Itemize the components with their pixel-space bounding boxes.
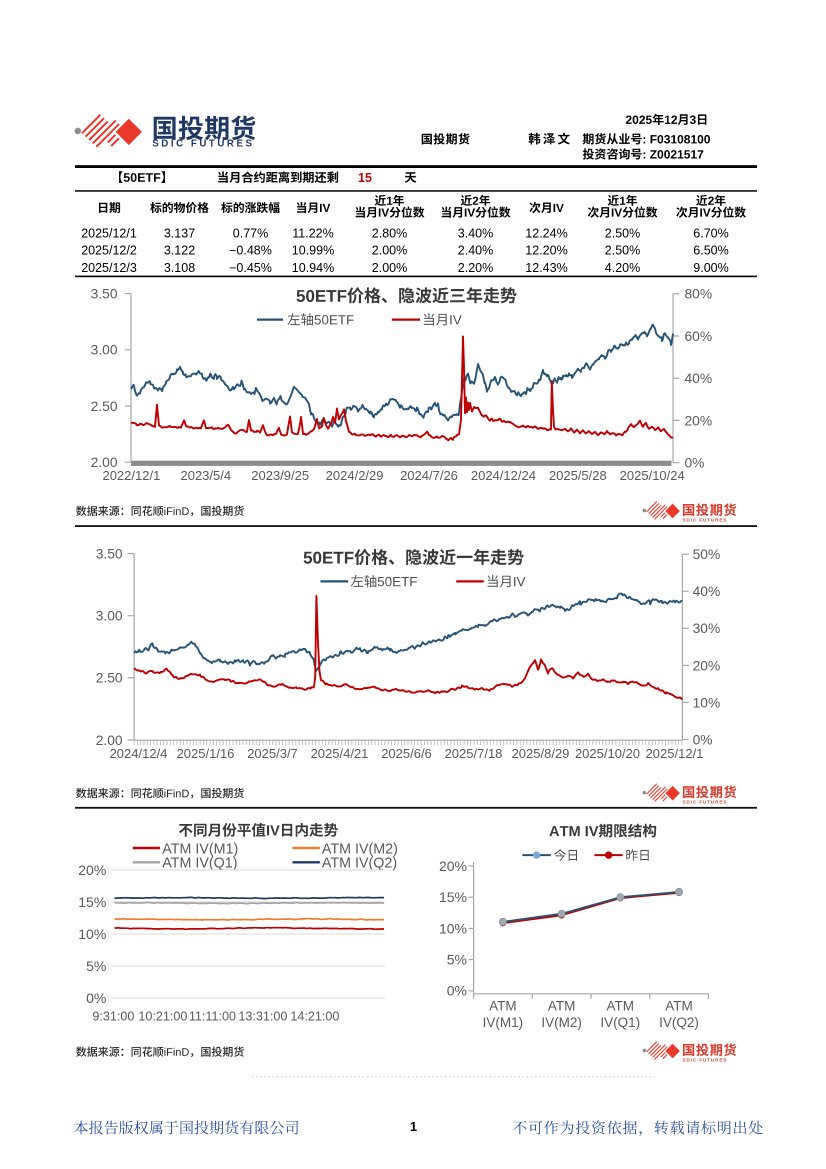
svg-text:2.50: 2.50 — [96, 671, 123, 686]
svg-text:2024/7/26: 2024/7/26 — [400, 468, 458, 483]
svg-text:2025/4/21: 2025/4/21 — [311, 746, 369, 761]
svg-text:2025/12/3: 2025/12/3 — [81, 261, 137, 275]
svg-text:2.20%: 2.20% — [458, 261, 493, 275]
svg-text:2025/10/24: 2025/10/24 — [620, 468, 685, 483]
svg-text:1: 1 — [410, 1119, 417, 1134]
svg-text:10.99%: 10.99% — [292, 244, 334, 258]
svg-text:ATM IV(Q2): ATM IV(Q2) — [322, 856, 397, 872]
svg-text:ATM IV(Q1): ATM IV(Q1) — [162, 856, 237, 872]
svg-text:20%: 20% — [439, 858, 467, 874]
svg-text:0%: 0% — [86, 990, 106, 1006]
svg-text:14:21:00: 14:21:00 — [290, 1009, 339, 1023]
svg-text:ATM: ATM — [607, 998, 635, 1013]
svg-text:IV(M2): IV(M2) — [541, 1015, 582, 1030]
svg-text:6.50%: 6.50% — [693, 244, 728, 258]
svg-text:2025/7/18: 2025/7/18 — [445, 746, 503, 761]
svg-text:20%: 20% — [78, 862, 106, 878]
svg-text:15: 15 — [358, 171, 372, 185]
svg-text:40%: 40% — [685, 371, 713, 386]
svg-text:2025/1/16: 2025/1/16 — [177, 746, 235, 761]
svg-text:ATM: ATM — [665, 998, 693, 1013]
svg-text:2023/9/25: 2023/9/25 — [251, 468, 309, 483]
svg-text:2024/12/4: 2024/12/4 — [110, 746, 168, 761]
svg-text:10%: 10% — [439, 920, 467, 936]
svg-text:IV(Q2): IV(Q2) — [659, 1015, 699, 1030]
svg-text:−0.45%: −0.45% — [229, 261, 272, 275]
svg-text:12.24%: 12.24% — [525, 226, 567, 240]
svg-text:2025/6/6: 2025/6/6 — [381, 746, 432, 761]
svg-text:2024/2/29: 2024/2/29 — [326, 468, 384, 483]
svg-text:2.00%: 2.00% — [372, 261, 407, 275]
svg-text:2025/5/28: 2025/5/28 — [549, 468, 607, 483]
svg-text:2.80%: 2.80% — [372, 226, 407, 240]
svg-text:2.00: 2.00 — [96, 733, 123, 748]
svg-text:11.22%: 11.22% — [292, 226, 333, 240]
svg-text:3.137: 3.137 — [164, 226, 195, 240]
svg-text:2.40%: 2.40% — [458, 244, 493, 258]
svg-text:15%: 15% — [78, 894, 106, 910]
svg-text:0%: 0% — [447, 983, 467, 999]
svg-text:2025/10/20: 2025/10/20 — [575, 746, 640, 761]
svg-text:0%: 0% — [693, 732, 713, 747]
svg-text:3.50: 3.50 — [96, 547, 123, 562]
svg-text:2025/3/7: 2025/3/7 — [247, 746, 298, 761]
svg-text:20%: 20% — [685, 413, 713, 428]
svg-text:IV(Q1): IV(Q1) — [600, 1015, 640, 1030]
svg-text:5%: 5% — [447, 952, 467, 968]
svg-text:2025/12/2: 2025/12/2 — [81, 244, 137, 258]
svg-text:10.94%: 10.94% — [292, 261, 334, 275]
svg-text:10%: 10% — [693, 695, 721, 710]
svg-text:2.50: 2.50 — [91, 399, 118, 414]
svg-text:SDIC FUTURES: SDIC FUTURES — [683, 518, 728, 523]
svg-text:80%: 80% — [685, 287, 713, 302]
svg-text:2.50%: 2.50% — [605, 226, 640, 240]
svg-text:3.00: 3.00 — [96, 609, 123, 624]
svg-text:0.77%: 0.77% — [233, 226, 268, 240]
svg-text:−0.48%: −0.48% — [229, 244, 272, 258]
svg-text:0%: 0% — [685, 456, 705, 471]
svg-text:12.20%: 12.20% — [525, 244, 567, 258]
svg-text:50%: 50% — [693, 547, 721, 562]
svg-text:ATM IV(M1): ATM IV(M1) — [162, 841, 238, 857]
svg-text:13:31:00: 13:31:00 — [238, 1009, 287, 1023]
svg-text:5%: 5% — [86, 958, 106, 974]
svg-text:3.50: 3.50 — [91, 287, 118, 302]
svg-text:2.50%: 2.50% — [605, 244, 640, 258]
svg-text:2023/5/4: 2023/5/4 — [180, 468, 231, 483]
svg-text:2025/8/29: 2025/8/29 — [512, 746, 570, 761]
svg-text:2.00%: 2.00% — [372, 244, 407, 258]
svg-text:ATM: ATM — [548, 998, 576, 1013]
svg-text:SDIC FUTURES: SDIC FUTURES — [683, 800, 728, 805]
svg-text:ATM IV(M2): ATM IV(M2) — [322, 841, 398, 857]
svg-text:9:31:00: 9:31:00 — [92, 1009, 134, 1023]
svg-text:IV(M1): IV(M1) — [483, 1015, 524, 1030]
svg-text:2025/12/1: 2025/12/1 — [646, 746, 704, 761]
svg-text:SDIC FUTURES: SDIC FUTURES — [152, 139, 254, 150]
svg-text:SDIC FUTURES: SDIC FUTURES — [683, 1058, 728, 1063]
svg-text:2025/12/1: 2025/12/1 — [81, 226, 137, 240]
svg-text:3.00: 3.00 — [91, 343, 118, 358]
svg-text:4.20%: 4.20% — [605, 261, 640, 275]
svg-text:2.00: 2.00 — [91, 455, 118, 470]
svg-text:2024/12/24: 2024/12/24 — [471, 468, 536, 483]
svg-text:3.108: 3.108 — [164, 261, 195, 275]
svg-text:ATM: ATM — [489, 998, 517, 1013]
svg-text:3.40%: 3.40% — [458, 226, 493, 240]
svg-text:6.70%: 6.70% — [693, 226, 728, 240]
svg-text:10:21:00: 10:21:00 — [138, 1009, 187, 1023]
svg-text:11:11:00: 11:11:00 — [189, 1009, 236, 1023]
svg-text:15%: 15% — [439, 889, 467, 905]
svg-text:2022/12/1: 2022/12/1 — [102, 468, 160, 483]
svg-text:40%: 40% — [693, 584, 721, 599]
svg-text:3.122: 3.122 — [164, 244, 195, 258]
svg-text:10%: 10% — [78, 926, 106, 942]
svg-text:60%: 60% — [685, 329, 713, 344]
svg-text:30%: 30% — [693, 621, 721, 636]
svg-text:9.00%: 9.00% — [693, 261, 728, 275]
svg-text:12.43%: 12.43% — [525, 261, 567, 275]
svg-text:20%: 20% — [693, 658, 721, 673]
